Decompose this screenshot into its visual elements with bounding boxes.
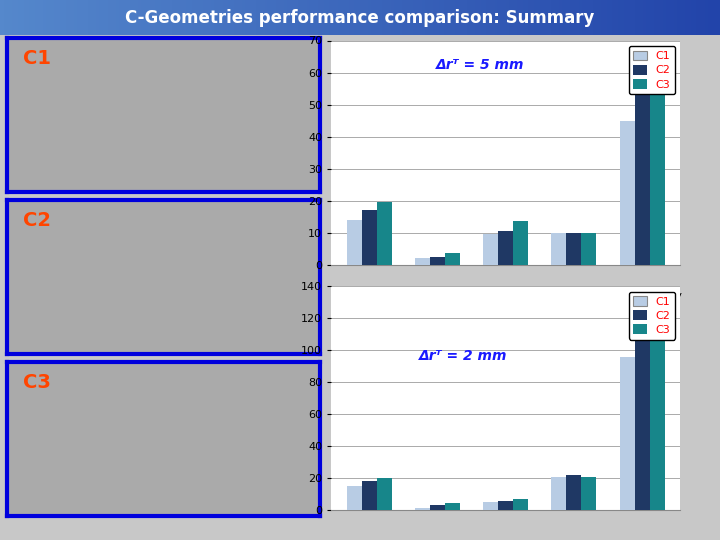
- Bar: [582, 233, 596, 265]
- Bar: [445, 253, 460, 265]
- Bar: [649, 69, 665, 265]
- Bar: [567, 233, 582, 265]
- Bar: [362, 482, 377, 510]
- Legend: C1, C2, C3: C1, C2, C3: [629, 292, 675, 340]
- Bar: [620, 356, 634, 510]
- Text: (%): (%): [360, 316, 379, 326]
- Bar: [634, 302, 649, 510]
- Bar: [347, 487, 362, 510]
- Bar: [620, 120, 634, 265]
- Text: γ-: γ-: [569, 292, 579, 301]
- Bar: [498, 231, 513, 265]
- Bar: [498, 501, 513, 510]
- Bar: [567, 475, 582, 510]
- Bar: [552, 233, 567, 265]
- Bar: [430, 505, 445, 510]
- Text: C3: C3: [23, 373, 50, 392]
- Bar: [362, 210, 377, 265]
- Text: γ-Eff.: γ-Eff.: [355, 292, 384, 301]
- Text: (Rising Units): (Rising Units): [605, 316, 680, 326]
- Bar: [445, 503, 460, 510]
- Text: (keV): (keV): [491, 316, 521, 326]
- Text: γγ- Sensitivity: γγ- Sensitivity: [603, 292, 682, 301]
- Bar: [347, 220, 362, 265]
- Bar: [415, 258, 430, 265]
- Text: C1: C1: [23, 49, 51, 68]
- Bar: [377, 202, 392, 265]
- Bar: [582, 477, 596, 510]
- Bar: [649, 293, 665, 510]
- Text: C-Geometries performance comparison: Summary: C-Geometries performance comparison: Sum…: [125, 9, 595, 26]
- Bar: [552, 477, 567, 510]
- Text: Δrᵀ = 5 mm: Δrᵀ = 5 mm: [436, 58, 524, 72]
- Text: (%): (%): [428, 316, 447, 326]
- Bar: [483, 234, 498, 265]
- Text: FWHM: FWHM: [488, 292, 523, 301]
- Text: C2: C2: [23, 211, 51, 229]
- Bar: [483, 502, 498, 510]
- Bar: [513, 221, 528, 265]
- Legend: C1, C2, C3: C1, C2, C3: [629, 46, 675, 94]
- Text: γγ-Eff.: γγ-Eff.: [420, 292, 455, 301]
- Bar: [430, 256, 445, 265]
- Bar: [513, 499, 528, 510]
- Bar: [377, 478, 392, 510]
- Bar: [634, 76, 649, 265]
- Bar: [415, 508, 430, 510]
- Text: Δrᵀ = 2 mm: Δrᵀ = 2 mm: [418, 349, 507, 363]
